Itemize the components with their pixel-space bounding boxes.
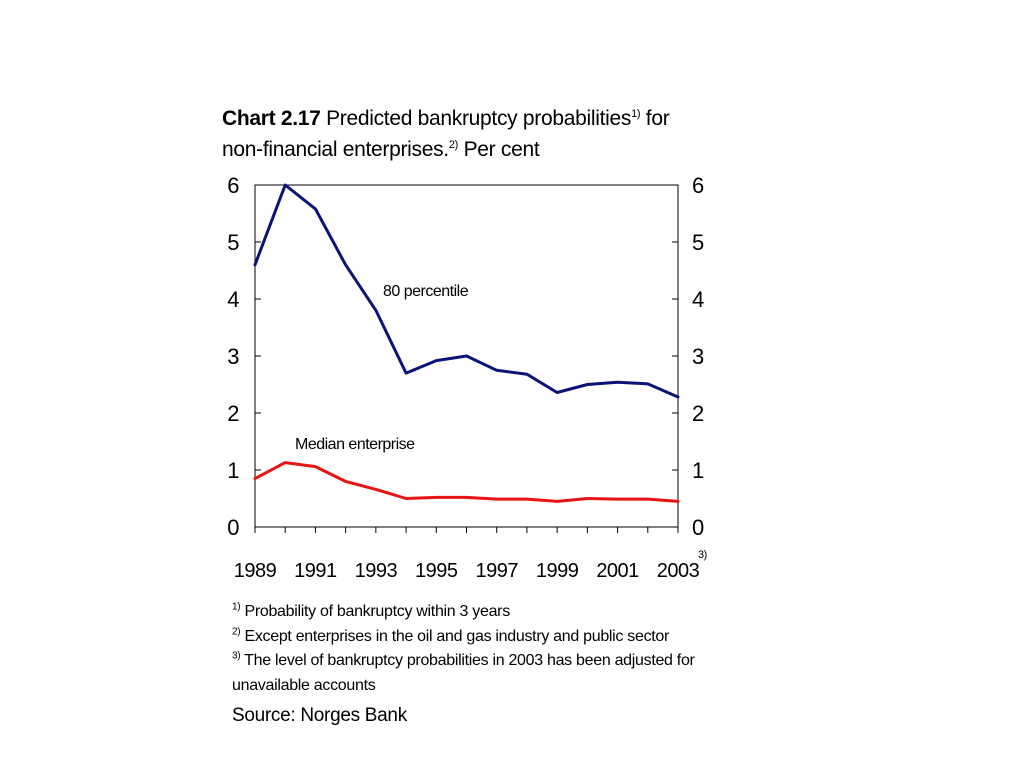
series-line-median-enterprise bbox=[253, 461, 680, 503]
footnote-2: 2) Except enterprises in the oil and gas… bbox=[232, 625, 732, 650]
x-tick-label: 1991 bbox=[294, 560, 337, 582]
y-tick-label-left: 5 bbox=[227, 230, 239, 255]
footnote-text: The level of bankruptcy probabilities in… bbox=[232, 652, 695, 694]
y-tick-label-left: 2 bbox=[227, 401, 239, 426]
title-text-4: Per cent bbox=[458, 138, 540, 161]
series-label-80-percentile: 80 percentile bbox=[383, 283, 469, 300]
y-tick-label-right: 0 bbox=[692, 515, 704, 540]
series-line-80-percentile bbox=[253, 183, 680, 399]
x-tick-label: 1989 bbox=[234, 560, 277, 582]
x-tick-label: 1999 bbox=[536, 560, 579, 582]
footnote-1: 1) Probability of bankruptcy within 3 ye… bbox=[232, 600, 732, 625]
footnote-3: 3) The level of bankruptcy probabilities… bbox=[232, 649, 732, 698]
y-tick-label-right: 6 bbox=[692, 173, 704, 198]
y-tick-label-left: 0 bbox=[227, 515, 239, 540]
x-tick-label: 1997 bbox=[475, 560, 518, 582]
footnote-mark: 1) bbox=[232, 601, 241, 613]
y-tick-label-left: 6 bbox=[227, 173, 239, 198]
y-tick-label-left: 3 bbox=[227, 344, 239, 369]
x-tick-label: 2001 bbox=[596, 560, 639, 582]
x-tick-note-mark: 3) bbox=[698, 549, 707, 561]
y-tick-label-right: 2 bbox=[692, 401, 704, 426]
chart-title: Chart 2.17 Predicted bankruptcy probabil… bbox=[222, 103, 742, 165]
series-label-median-enterprise: Median enterprise bbox=[295, 436, 415, 453]
footnote-text: Probability of bankruptcy within 3 years bbox=[240, 603, 510, 620]
y-tick-label-right: 4 bbox=[692, 287, 704, 312]
footnote-mark: 3) bbox=[232, 650, 241, 662]
title-text-1: Predicted bankruptcy probabilities bbox=[320, 107, 632, 130]
footnotes: 1) Probability of bankruptcy within 3 ye… bbox=[232, 600, 732, 698]
title-footnote-mark-1: 1) bbox=[631, 108, 641, 120]
title-footnote-mark-2: 2) bbox=[448, 139, 459, 151]
y-tick-label-right: 5 bbox=[692, 230, 704, 255]
x-tick-label: 1993 bbox=[355, 560, 398, 582]
footnote-text: Except enterprises in the oil and gas in… bbox=[240, 627, 670, 645]
chart-number: Chart 2.17 bbox=[222, 107, 321, 130]
title-text-3: non-financial enterprises. bbox=[222, 138, 449, 161]
x-tick-label: 2003 bbox=[657, 560, 700, 582]
y-tick-label-right: 3 bbox=[692, 344, 704, 369]
source-note: Source: Norges Bank bbox=[232, 705, 407, 726]
y-tick-label-right: 1 bbox=[692, 458, 704, 483]
y-tick-label-left: 1 bbox=[227, 458, 239, 483]
y-tick-label-left: 4 bbox=[227, 287, 239, 312]
x-tick-label: 1995 bbox=[415, 560, 458, 582]
title-text-2: for bbox=[640, 107, 670, 130]
footnote-mark: 2) bbox=[232, 626, 241, 638]
